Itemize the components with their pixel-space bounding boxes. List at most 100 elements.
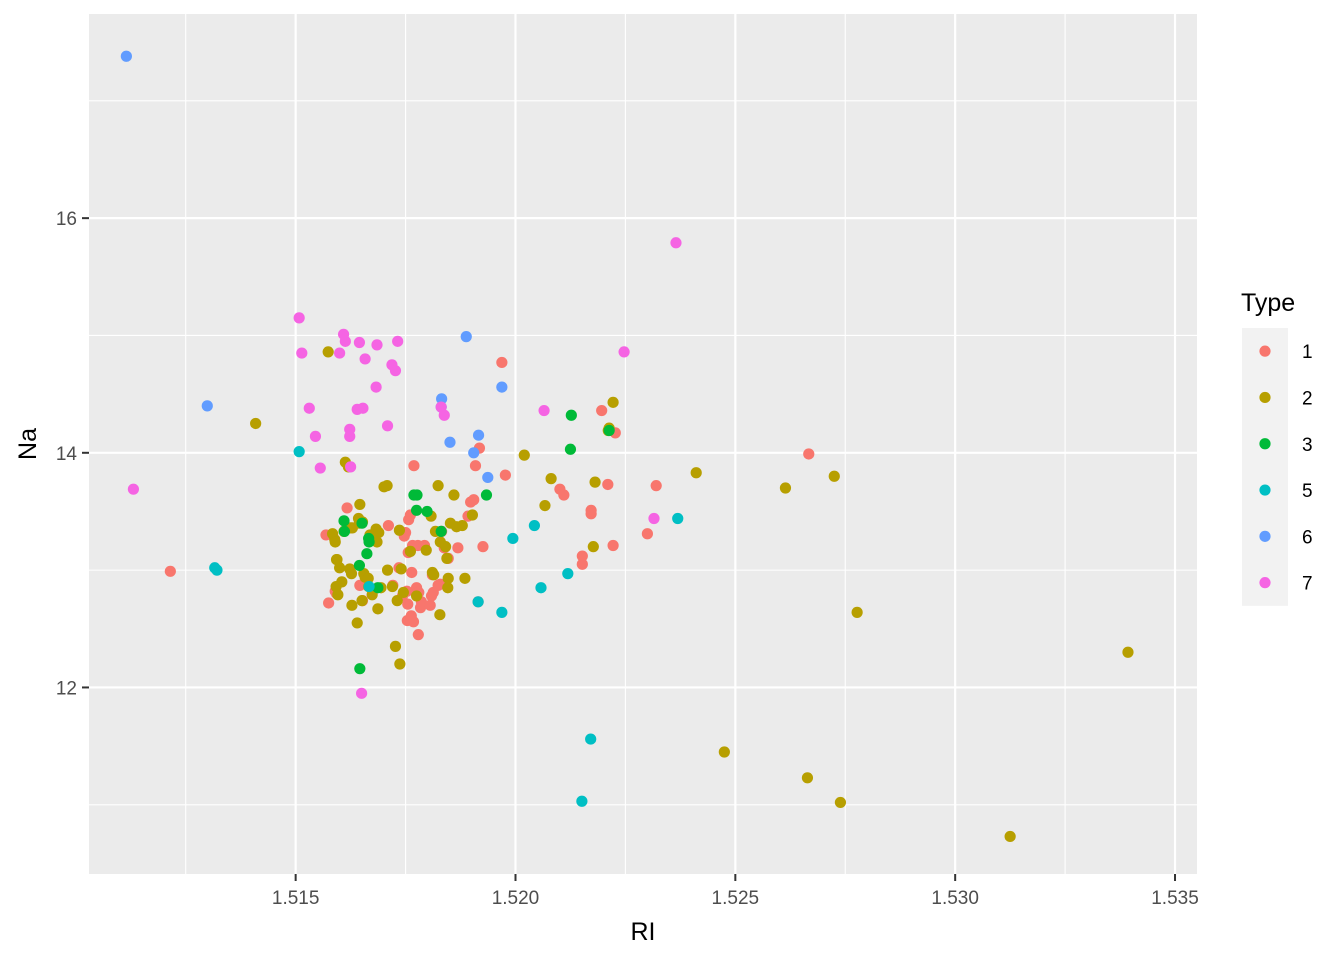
- legend-label-type-2: 2: [1302, 388, 1313, 409]
- data-point-type-3: [353, 559, 366, 572]
- data-point-type-1: [650, 480, 662, 492]
- data-point-type-2: [393, 524, 406, 536]
- data-point-type-2: [545, 473, 557, 485]
- data-point-type-6: [496, 381, 508, 393]
- data-point-type-3: [480, 489, 493, 501]
- data-point-type-6: [120, 50, 132, 62]
- data-point-type-5: [507, 532, 519, 545]
- data-point-type-3: [338, 515, 350, 527]
- data-point-type-5: [496, 606, 508, 618]
- legend: Type 1 2 3 5 6 7: [1241, 289, 1313, 606]
- data-point-type-7: [371, 339, 383, 351]
- data-point-type-2: [386, 580, 398, 593]
- data-point-type-5: [535, 582, 547, 594]
- data-point-type-2: [779, 482, 792, 494]
- data-point-type-2: [434, 609, 446, 621]
- data-point-type-7: [357, 402, 369, 414]
- data-point-type-2: [332, 589, 344, 601]
- data-point-type-2: [448, 489, 460, 501]
- data-point-type-5: [585, 733, 597, 745]
- data-point-type-5: [672, 512, 684, 525]
- data-point-type-1: [803, 448, 815, 460]
- data-point-type-1: [341, 502, 353, 514]
- data-point-type-7: [334, 347, 346, 359]
- data-point-type-6: [482, 471, 494, 484]
- data-point-type-2: [432, 480, 444, 492]
- legend-key-type-2: [1259, 391, 1271, 404]
- data-point-type-2: [801, 772, 814, 784]
- data-point-type-5: [576, 795, 588, 807]
- data-point-type-2: [381, 564, 394, 576]
- legend-label-type-6: 6: [1302, 527, 1313, 548]
- data-point-type-5: [562, 568, 574, 580]
- data-point-type-3: [410, 504, 423, 516]
- data-point-type-1: [607, 539, 619, 552]
- data-point-type-2: [456, 519, 468, 532]
- x-tick-label: 1.535: [1151, 888, 1199, 909]
- data-point-type-7: [344, 430, 356, 442]
- data-point-type-7: [370, 381, 382, 393]
- data-point-type-1: [164, 565, 176, 577]
- data-point-type-2: [346, 599, 358, 611]
- data-point-type-2: [336, 576, 348, 588]
- data-point-type-3: [564, 443, 577, 455]
- data-point-type-7: [303, 402, 315, 414]
- data-point-type-1: [496, 356, 508, 369]
- legend-title: Type: [1241, 289, 1295, 317]
- x-tick-label: 1.515: [272, 888, 320, 909]
- data-point-type-5: [472, 596, 484, 608]
- data-point-type-2: [466, 509, 479, 521]
- data-point-type-2: [381, 480, 393, 492]
- data-point-type-3: [435, 525, 447, 538]
- data-point-type-6: [472, 429, 485, 441]
- legend-label-type-3: 3: [1302, 435, 1313, 456]
- data-point-type-7: [339, 335, 351, 347]
- data-point-type-2: [362, 572, 374, 584]
- data-point-type-3: [361, 548, 373, 560]
- data-point-type-2: [391, 595, 403, 607]
- data-point-type-2: [459, 572, 471, 584]
- major-gridlines: [89, 14, 1197, 874]
- y-tick-label: 16: [56, 209, 77, 230]
- x-tick-label: 1.525: [712, 888, 760, 909]
- data-point-type-7: [389, 365, 402, 377]
- legend-key-type-3: [1259, 438, 1271, 450]
- data-point-type-2: [373, 526, 385, 539]
- x-tick-label: 1.530: [931, 888, 979, 909]
- data-point-type-2: [439, 541, 452, 553]
- y-axis-title: Na: [14, 428, 42, 460]
- data-point-type-2: [828, 470, 840, 482]
- data-point-type-5: [528, 519, 540, 532]
- data-point-type-2: [389, 640, 402, 652]
- x-axis-title: RI: [631, 918, 656, 946]
- data-point-type-2: [356, 595, 368, 607]
- data-point-type-1: [424, 599, 436, 611]
- y-tick-label: 14: [56, 444, 78, 465]
- data-point-type-1: [576, 550, 588, 562]
- data-point-type-7: [381, 420, 394, 432]
- data-point-type-2: [690, 467, 702, 479]
- data-point-type-2: [372, 603, 384, 615]
- legend-label-type-5: 5: [1302, 481, 1313, 502]
- legend-key-type-1: [1259, 345, 1271, 357]
- data-point-type-2: [1122, 646, 1134, 658]
- legend-key-type-6: [1259, 530, 1271, 542]
- data-point-type-1: [354, 579, 366, 591]
- data-point-type-2: [539, 499, 551, 512]
- data-point-type-2: [394, 658, 406, 670]
- data-point-type-2: [351, 617, 363, 629]
- data-point-type-5: [293, 446, 305, 458]
- data-point-type-2: [1004, 830, 1016, 843]
- data-point-type-7: [648, 512, 660, 525]
- data-point-type-3: [338, 525, 351, 538]
- data-point-type-1: [406, 566, 418, 579]
- data-point-type-7: [296, 347, 308, 359]
- data-point-type-3: [421, 505, 433, 518]
- data-point-type-3: [356, 517, 368, 529]
- data-point-type-2: [404, 545, 417, 557]
- legend-key-type-7: [1259, 577, 1271, 589]
- data-point-type-1: [576, 558, 588, 570]
- data-point-type-3: [603, 424, 615, 437]
- data-point-type-7: [356, 687, 368, 699]
